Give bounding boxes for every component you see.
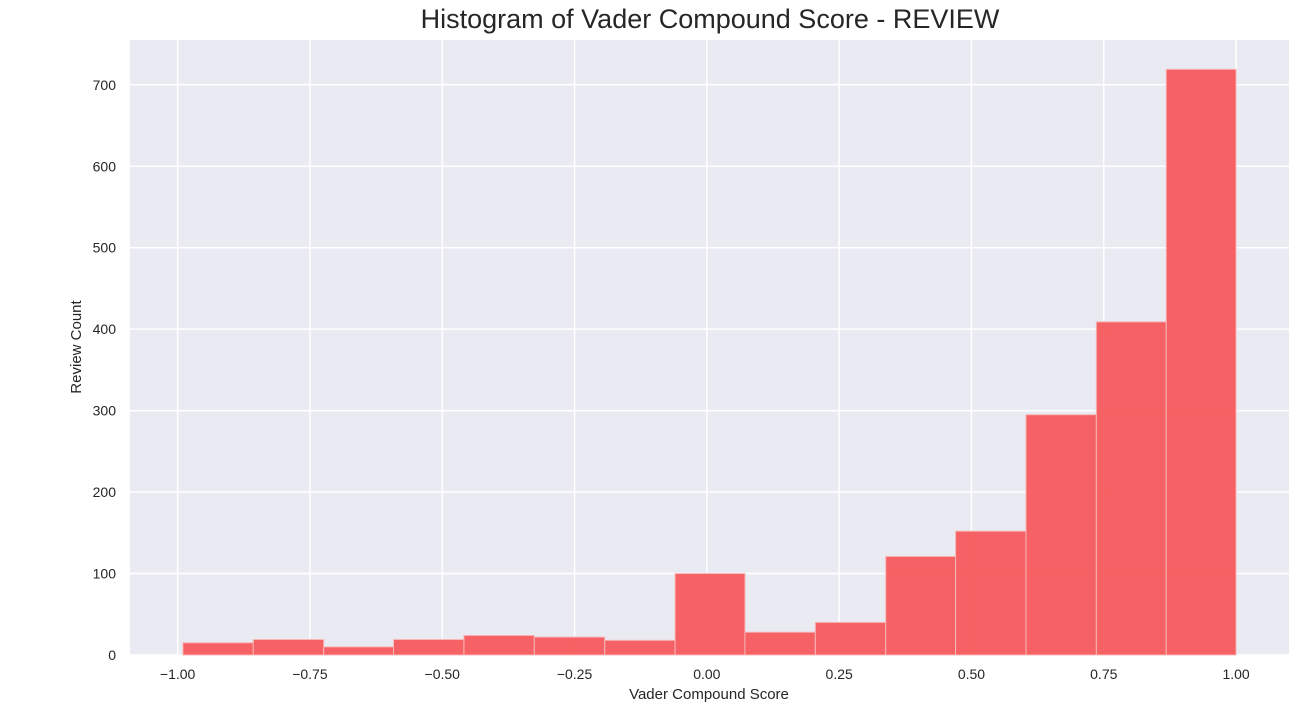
histogram-bar bbox=[323, 646, 395, 656]
x-tick-label: −0.50 bbox=[425, 666, 461, 682]
histogram-bar bbox=[463, 634, 535, 656]
histogram-bar bbox=[885, 555, 957, 656]
y-tick-label: 600 bbox=[93, 158, 117, 174]
x-tick-label: 0.00 bbox=[693, 666, 720, 682]
y-tick-label: 500 bbox=[93, 240, 117, 256]
x-tick-labels: −1.00 −0.75 −0.50 −0.25 0.00 0.25 0.50 0.75 1.00 bbox=[160, 666, 1250, 682]
histogram-bar bbox=[182, 642, 254, 656]
histogram-bar bbox=[533, 636, 606, 656]
chart-title: Histogram of Vader Compound Score - REVI… bbox=[420, 4, 1000, 34]
histogram-bar bbox=[393, 639, 465, 656]
x-tick-label: 0.75 bbox=[1090, 666, 1117, 682]
y-tick-label: 200 bbox=[93, 484, 117, 500]
histogram-bar bbox=[955, 530, 1027, 656]
histogram-bar bbox=[1025, 414, 1097, 656]
y-tick-labels: 0 100 200 300 400 500 600 700 bbox=[93, 77, 117, 663]
y-axis-label: Review Count bbox=[68, 299, 85, 393]
histogram-bar bbox=[1165, 68, 1237, 656]
y-tick-label: 700 bbox=[93, 77, 117, 93]
y-tick-label: 400 bbox=[93, 321, 117, 337]
histogram-bar bbox=[744, 631, 816, 656]
histogram-bar bbox=[252, 639, 325, 656]
histogram-bar bbox=[1095, 321, 1167, 656]
x-tick-label: 0.50 bbox=[958, 666, 985, 682]
x-tick-label: −0.75 bbox=[292, 666, 328, 682]
y-tick-label: 100 bbox=[93, 566, 117, 582]
histogram-bar bbox=[674, 573, 746, 656]
x-tick-label: −1.00 bbox=[160, 666, 196, 682]
x-tick-label: −0.25 bbox=[557, 666, 593, 682]
y-tick-label: 300 bbox=[93, 403, 117, 419]
x-tick-label: 1.00 bbox=[1222, 666, 1249, 682]
histogram-bar bbox=[814, 621, 887, 656]
bars bbox=[182, 68, 1237, 656]
x-tick-label: 0.25 bbox=[826, 666, 853, 682]
histogram-bar bbox=[604, 639, 676, 656]
y-tick-label: 0 bbox=[108, 647, 116, 663]
x-axis-label: Vader Compound Score bbox=[629, 686, 789, 703]
